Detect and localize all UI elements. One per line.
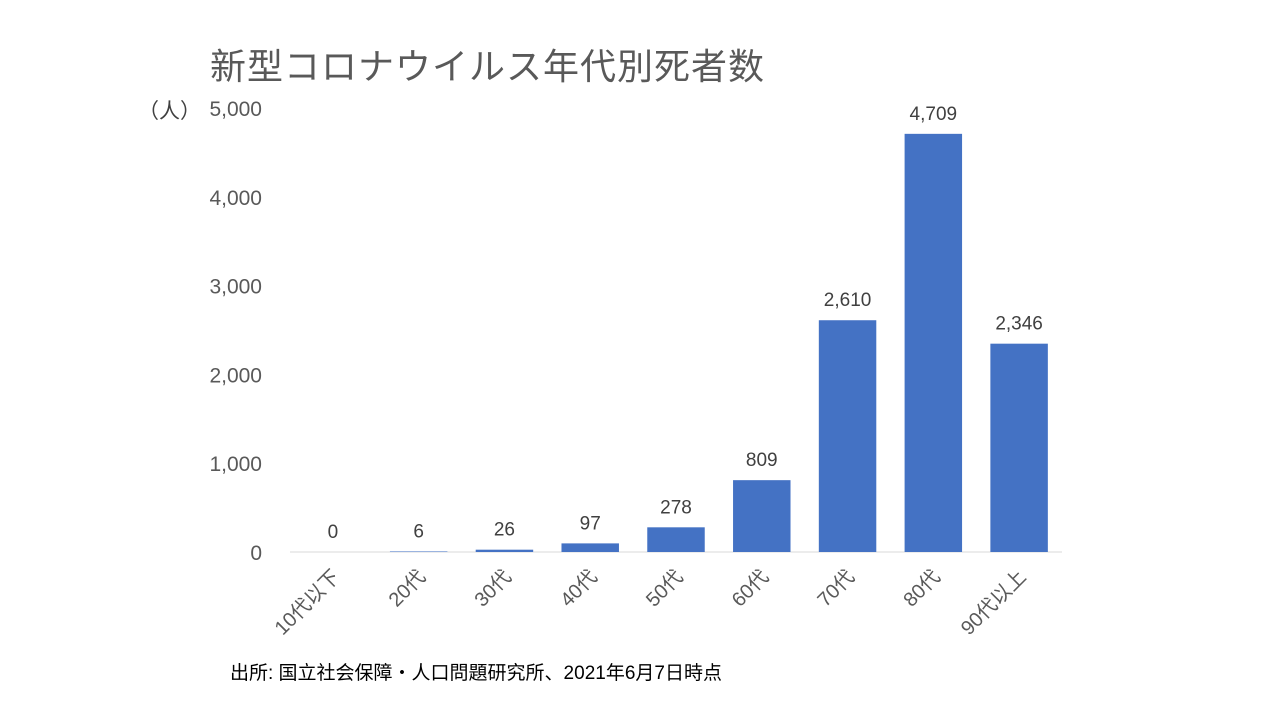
bar	[904, 133, 963, 552]
data-label: 97	[580, 513, 601, 534]
bar	[990, 343, 1048, 552]
bar	[818, 320, 877, 552]
data-label: 4,709	[910, 104, 958, 125]
x-tick-label: 60代	[727, 565, 773, 611]
x-tick-label: 40代	[556, 565, 602, 611]
bar	[389, 551, 448, 552]
data-label: 26	[494, 520, 515, 541]
source-note: 出所: 国立社会保障・人口問題研究所、2021年6月7日時点	[230, 663, 722, 684]
y-tick-label: 4,000	[209, 187, 262, 210]
y-axis-unit-label: （人）	[138, 100, 201, 123]
bar	[475, 549, 534, 552]
data-label: 0	[328, 522, 339, 543]
x-tick-label: 10代以下	[270, 565, 344, 639]
y-tick-label: 0	[250, 542, 262, 565]
x-tick-label: 20代	[384, 565, 430, 611]
bar	[647, 527, 705, 552]
y-tick-label: 2,000	[209, 364, 262, 387]
x-tick-label: 30代	[470, 565, 516, 611]
chart-title: 新型コロナウイルス年代別死者数	[210, 46, 766, 87]
bar	[561, 543, 619, 552]
x-tick-label: 50代	[641, 565, 687, 611]
bar	[733, 480, 791, 552]
data-label: 2,346	[995, 314, 1043, 335]
y-tick-label: 1,000	[209, 453, 262, 476]
data-label: 6	[413, 521, 424, 542]
x-tick-label: 90代以上	[956, 565, 1030, 639]
y-tick-label: 5,000	[209, 98, 262, 121]
data-label: 278	[660, 497, 692, 518]
y-tick-label: 3,000	[209, 276, 262, 299]
data-label: 2,610	[824, 290, 872, 311]
x-tick-label: 70代	[813, 565, 859, 611]
data-label: 809	[746, 450, 778, 471]
x-tick-label: 80代	[899, 565, 945, 611]
